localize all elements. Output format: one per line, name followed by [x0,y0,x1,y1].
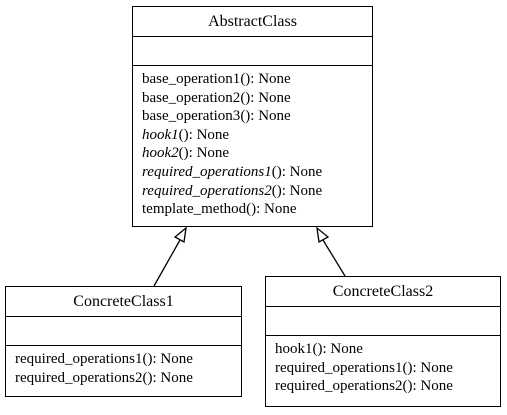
operation-signature: (): None [178,126,230,143]
operation-signature: (): None [142,351,193,367]
operation-name: required_operations1 [15,351,143,367]
operation-name: required_operations1 [142,163,272,180]
class-name: ConcreteClass2 [266,277,500,307]
class-box-concrete1: ConcreteClass1 required_operations1(): N… [5,286,242,397]
operation-signature: (): None [271,163,323,180]
class-name: ConcreteClass1 [6,287,241,317]
class-name: AbstractClass [133,7,372,37]
operation-row: required_operations1(): None [275,359,492,378]
operation-row: hook2(): None [142,144,364,163]
operation-row: required_operations1(): None [142,163,364,182]
attributes-compartment [6,317,241,346]
operation-name: template_method [142,201,247,218]
attributes-compartment [266,307,500,336]
operation-signature: (): None [402,359,453,376]
operation-signature: (): None [402,378,453,395]
operations-compartment: required_operations1(): None required_ope… [6,346,241,387]
operation-row: required_operations1(): None [15,350,233,369]
operations-compartment: hook1(): None required_operations1(): Non… [266,336,500,396]
operation-signature: (): None [246,201,297,218]
operation-name: hook1 [142,126,179,143]
inheritance-arrow-concrete1 [153,226,187,287]
operation-row: base_operation3(): None [142,107,364,126]
operation-signature: (): None [240,89,291,106]
operation-name: hook2 [142,145,179,162]
operation-name: required_operations2 [142,182,272,199]
operation-signature: (): None [271,182,323,199]
operation-row: required_operations2(): None [275,377,492,396]
inheritance-arrow-concrete2 [316,226,346,277]
operation-name: base_operation3 [142,108,241,125]
operations-compartment: base_operation1(): None base_operation2()… [133,66,372,219]
operation-signature: (): None [240,71,291,87]
operation-signature: (): None [142,369,193,386]
operation-signature: (): None [178,145,230,162]
class-box-abstract: AbstractClass base_operation1(): None bas… [132,6,373,227]
attributes-compartment [133,37,372,66]
operation-name: base_operation1 [142,71,241,87]
operation-row: hook1(): None [142,126,364,145]
operation-name: required_operations2 [275,378,403,395]
operation-row: required_operations2(): None [142,182,364,201]
operation-name: hook1 [275,341,313,357]
operation-signature: (): None [240,108,291,125]
operation-row: hook1(): None [275,340,492,359]
operation-name: required_operations1 [275,359,403,376]
operation-name: required_operations2 [15,369,143,386]
operation-row: template_method(): None [142,200,364,219]
operation-row: base_operation2(): None [142,89,364,108]
class-box-concrete2: ConcreteClass2 hook1(): None required_ope… [265,276,501,407]
operation-name: base_operation2 [142,89,241,106]
operation-row: base_operation1(): None [142,70,364,89]
operation-row: required_operations2(): None [15,369,233,388]
operation-signature: (): None [312,341,363,357]
